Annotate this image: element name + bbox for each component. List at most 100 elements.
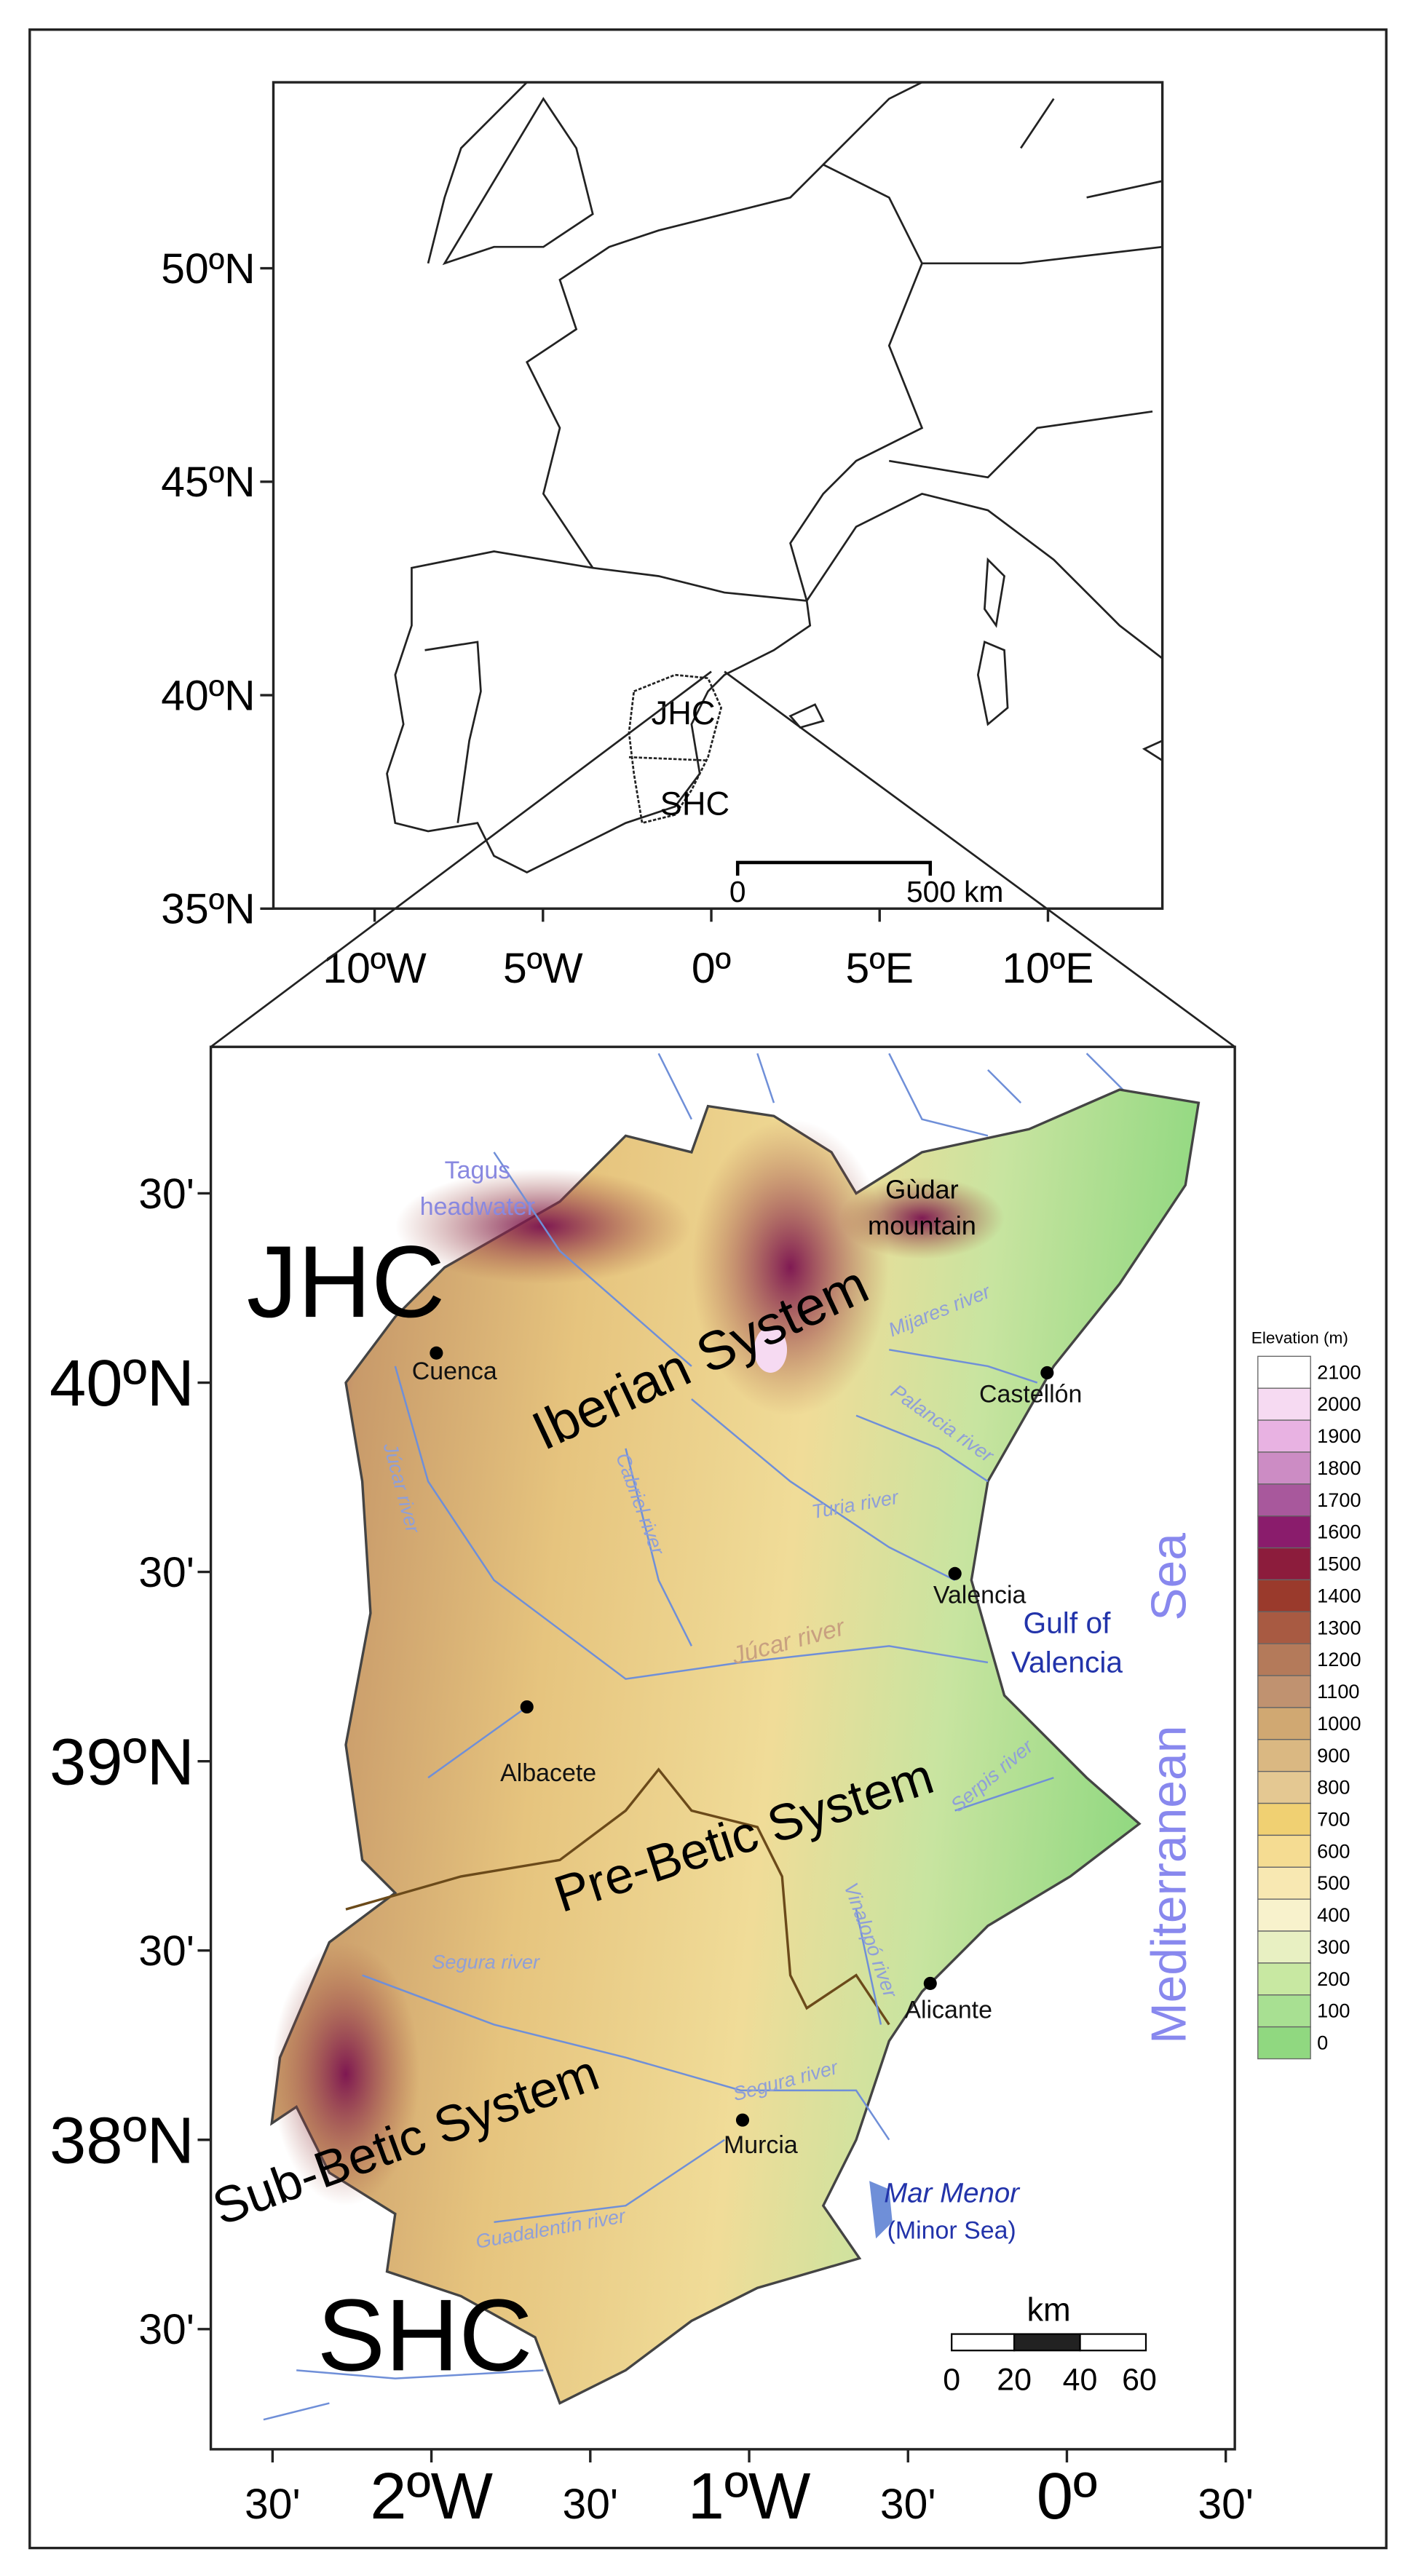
feature-label: (Minor Sea) [887,2216,1016,2244]
city-label: Cuenca [412,1358,497,1385]
inset-label: SHC [660,785,729,822]
legend-label: 800 [1317,1776,1350,1799]
lat-label: 39ºN [50,1725,194,1799]
city-dot [430,1346,443,1360]
river-label: Segura river [432,1951,540,1973]
scale-label: km [1027,2291,1070,2328]
lat-label: 50ºN [161,245,255,293]
legend-label: 0 [1317,2032,1328,2054]
legend-label: 2000 [1317,1392,1361,1415]
coastline [526,163,924,601]
lon-label: 2ºW [370,2460,493,2533]
lon-label: 30' [880,2481,936,2528]
legend-label: 1400 [1317,1584,1361,1606]
legend-title: Elevation (m) [1251,1328,1348,1347]
legend-swatch [1257,1994,1311,2028]
river [263,1053,1153,2421]
scale-bar [735,860,933,876]
legend-swatch [1257,1707,1311,1740]
city-dot [520,1700,534,1714]
coastline [386,550,812,874]
inset-frame [272,81,1164,910]
legend-swatch [1257,1547,1311,1581]
border [424,641,482,823]
lon-label: 1ºW [688,2460,811,2533]
lon-label: 30' [1198,2481,1254,2528]
summit [754,1326,788,1373]
zoom-line [210,670,712,1048]
lat-label: 38ºN [50,2104,194,2177]
legend-label: 1300 [1317,1616,1361,1638]
legend-swatch [1257,1930,1311,1964]
legend-label: 500 [1317,1871,1350,1894]
lat-label: 35ºN [161,886,255,933]
legend-swatch [1257,1834,1311,1868]
lat-label: 30' [138,1170,194,1218]
lon-label: 5ºW [503,945,583,992]
legend-label: 900 [1317,1744,1350,1767]
city-label: Albacete [500,1759,596,1787]
lon-label: 0º [1037,2460,1097,2533]
city-label: Murcia [724,2131,798,2159]
legend-swatch [1257,1483,1311,1517]
legend-swatch [1257,2026,1311,2060]
frame [28,28,1388,2550]
legend-swatch [1257,1579,1311,1612]
feature-label: Valencia [1011,1646,1123,1679]
region-outline [628,673,723,825]
legend-label: 1000 [1317,1712,1361,1735]
river [362,1152,1054,2224]
scale-label: 0 [729,875,746,908]
lon-label: 5ºE [846,945,914,992]
inset-map: JHC SHC 0 500 km 50ºN 45ºN 40ºN 35ºN 10ºW 5ºW… [161,81,1164,992]
coastline [806,492,1163,659]
city-label: Castellón [979,1381,1082,1408]
legend-swatch [1257,1675,1311,1708]
feature-label: Tagus [445,1157,510,1184]
legend-swatch [1257,1355,1311,1389]
legend-label: 200 [1317,1967,1350,1990]
legend-swatch [1257,1643,1311,1676]
region-label: SHC [317,2278,533,2392]
legend-label: 100 [1317,2000,1350,2022]
highland [691,1119,890,1416]
feature-label: Mediterranean [1142,1726,1196,2044]
legend-label: 600 [1317,1839,1350,1862]
legend-label: 1500 [1317,1553,1361,1575]
legend-swatch [1257,1866,1311,1900]
feature-label: Sea [1142,1533,1196,1621]
legend-swatch [1257,1419,1311,1453]
coastline [822,81,1163,479]
lat-label: 30' [138,1927,194,1975]
feature-label: mountain [868,1210,976,1240]
scale-segment [1013,2333,1081,2352]
feature-label: headwater [420,1193,535,1221]
legend: Elevation (m) 21002000190018001700160015… [1251,1328,1361,2060]
city-label: Valencia [933,1582,1027,1609]
legend-swatch [1257,1739,1311,1772]
legend-swatch [1257,1611,1311,1644]
legend-label: 1800 [1317,1457,1361,1479]
legend-swatch [1257,1898,1311,1932]
legend-label: 400 [1317,1903,1350,1926]
city-dot [1040,1366,1054,1380]
city-dot [948,1566,962,1580]
lat-label: 30' [138,2306,194,2353]
scale-label: 500 km [906,875,1003,908]
basin-border [345,1767,890,2026]
feature-label: Mar Menor [884,2178,1021,2209]
lon-label: 0º [692,945,731,992]
feature-label: Gulf of [1024,1606,1112,1639]
legend-label: 1700 [1317,1489,1361,1511]
legend-label: 1900 [1317,1424,1361,1447]
lon-label: 10ºE [1002,945,1093,992]
scale-segment [951,2333,1016,2352]
region-label: JHC [247,1224,446,1339]
legend-label: 1100 [1317,1680,1359,1703]
legend-swatch [1257,1962,1311,1996]
legend-swatch [1257,1451,1311,1485]
lon-label: 30' [245,2481,301,2528]
scale-label: 20 [997,2362,1032,2397]
scale-label: 40 [1063,2362,1098,2397]
